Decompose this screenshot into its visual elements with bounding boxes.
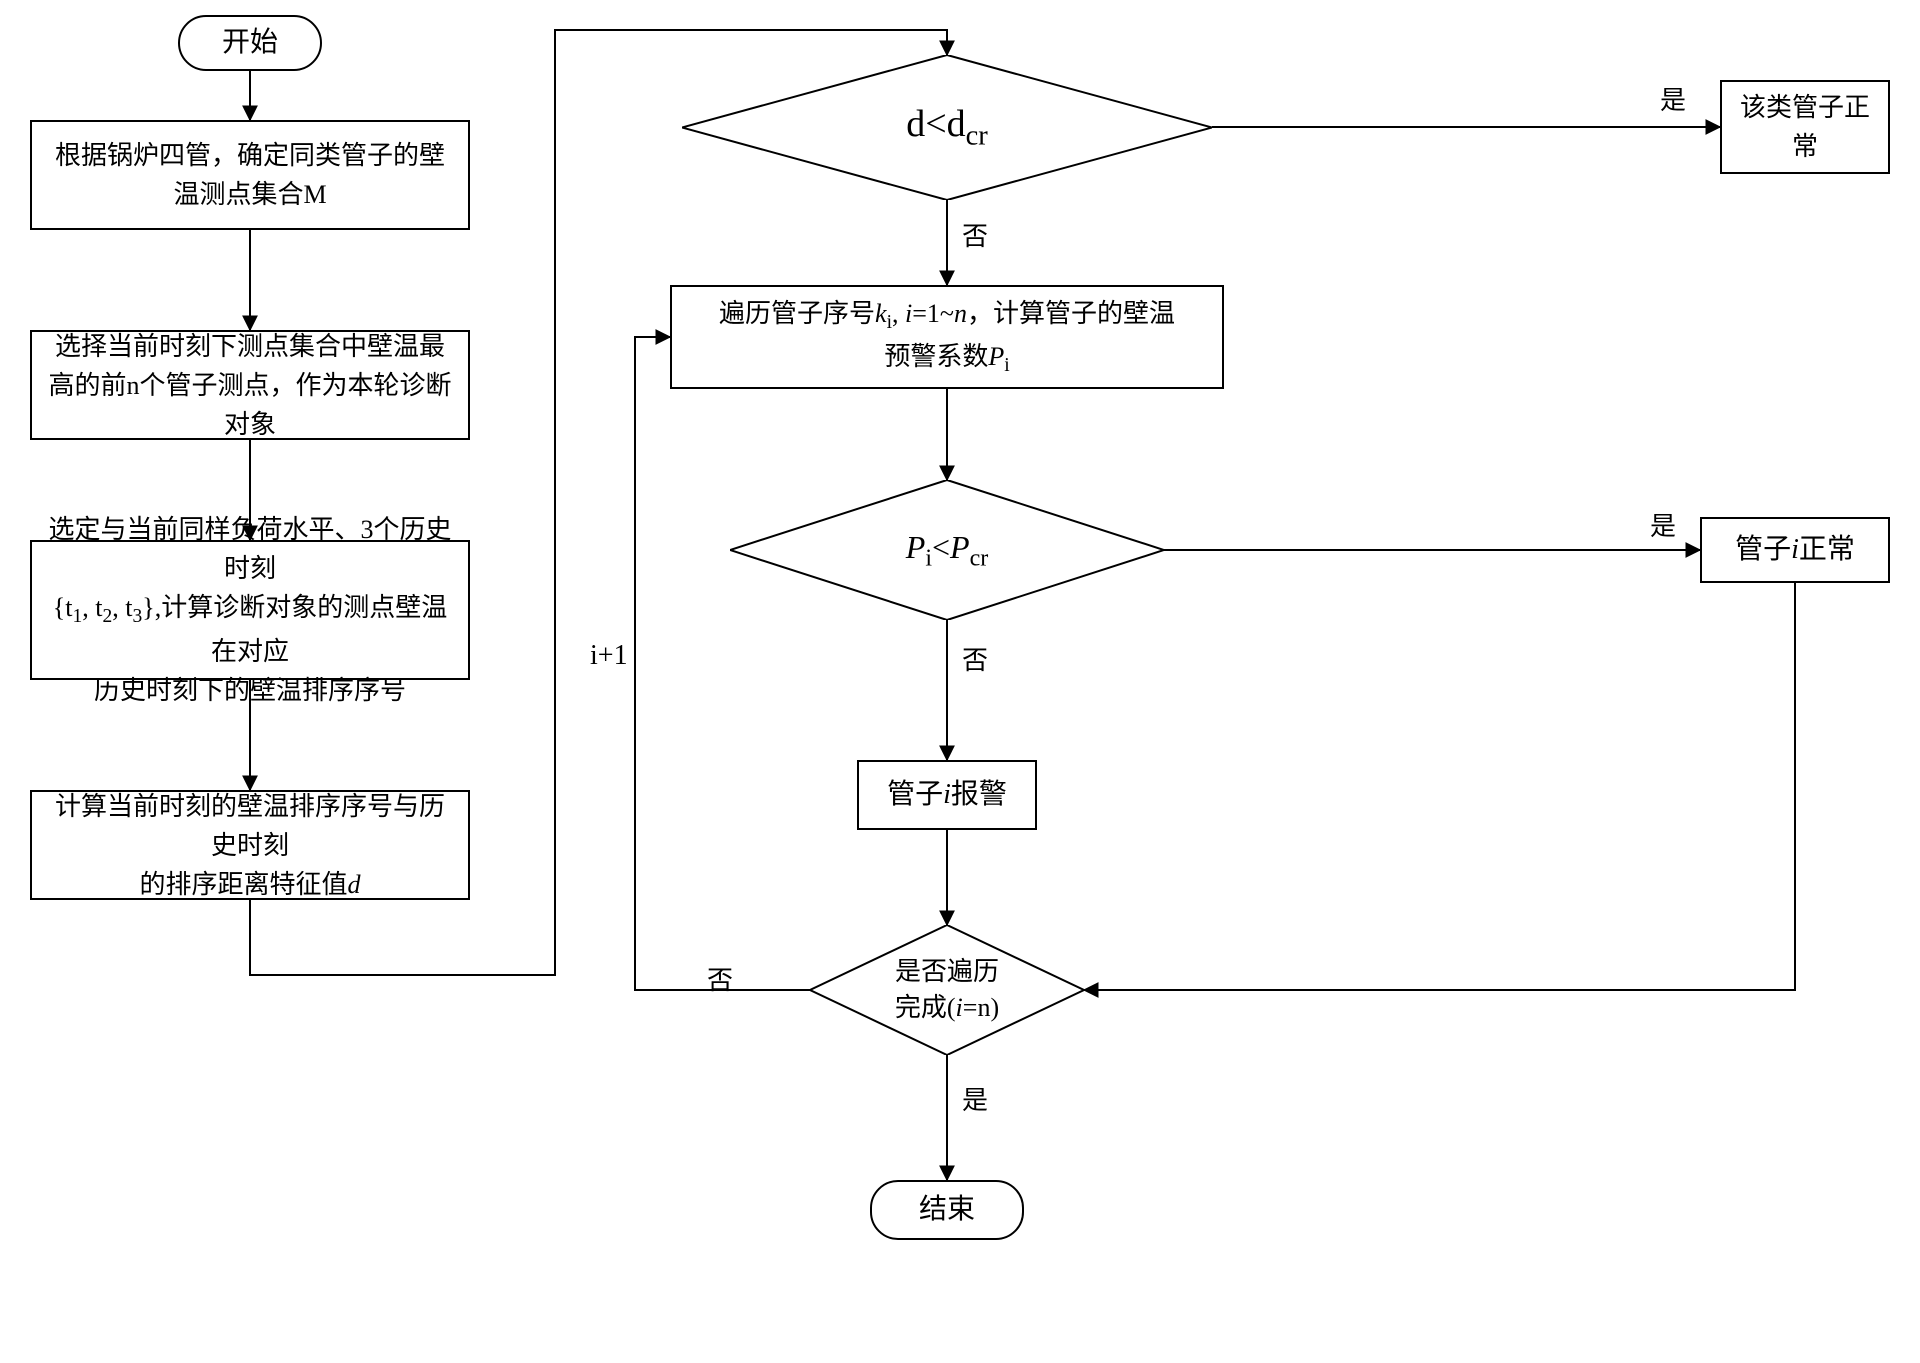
node-start: 开始 <box>178 15 322 71</box>
node-d2-label: Pi<Pcr <box>906 525 988 576</box>
node-start-label: 开始 <box>222 22 278 64</box>
node-alarm-label: 管子i报警 <box>887 774 1007 816</box>
label-loop-increment: i+1 <box>590 640 628 672</box>
node-p5: 遍历管子序号ki, i=1~n，计算管子的壁温预警系数Pi <box>670 285 1224 389</box>
node-p4-label: 计算当前时刻的壁温排序序号与历史时刻的排序距离特征值d <box>48 787 452 904</box>
node-d1-label: d<dcr <box>906 98 988 156</box>
node-p4: 计算当前时刻的壁温排序序号与历史时刻的排序距离特征值d <box>30 790 470 900</box>
node-p1-label: 根据锅炉四管，确定同类管子的壁温测点集合M <box>48 136 452 214</box>
label-d2-yes: 是 <box>1650 506 1676 543</box>
node-d1: d<dcr <box>682 55 1212 200</box>
node-end-label: 结束 <box>919 1189 975 1231</box>
node-d3: 是否遍历完成(i=n) <box>810 925 1084 1055</box>
node-r2: 管子i正常 <box>1700 517 1890 583</box>
node-r1: 该类管子正常 <box>1720 80 1890 174</box>
node-p3-label: 选定与当前同样负荷水平、3个历史时刻{t1, t2, t3},计算诊断对象的测点… <box>48 510 452 709</box>
node-d3-label: 是否遍历完成(i=n) <box>895 954 999 1027</box>
node-p2-label: 选择当前时刻下测点集合中壁温最高的前n个管子测点，作为本轮诊断对象 <box>48 327 452 444</box>
label-d3-yes: 是 <box>962 1080 988 1117</box>
label-d1-yes: 是 <box>1660 80 1686 117</box>
node-p3: 选定与当前同样负荷水平、3个历史时刻{t1, t2, t3},计算诊断对象的测点… <box>30 540 470 680</box>
node-d2: Pi<Pcr <box>730 480 1164 620</box>
node-p2: 选择当前时刻下测点集合中壁温最高的前n个管子测点，作为本轮诊断对象 <box>30 330 470 440</box>
label-d1-no: 否 <box>962 216 988 253</box>
node-end: 结束 <box>870 1180 1024 1240</box>
node-p1: 根据锅炉四管，确定同类管子的壁温测点集合M <box>30 120 470 230</box>
node-p5-label: 遍历管子序号ki, i=1~n，计算管子的壁温预警系数Pi <box>719 294 1175 381</box>
node-r2-label: 管子i正常 <box>1735 529 1855 571</box>
node-alarm: 管子i报警 <box>857 760 1037 830</box>
label-d2-no: 否 <box>962 640 988 677</box>
label-d3-no: 否 <box>707 960 733 997</box>
node-r1-label: 该类管子正常 <box>1736 88 1874 166</box>
